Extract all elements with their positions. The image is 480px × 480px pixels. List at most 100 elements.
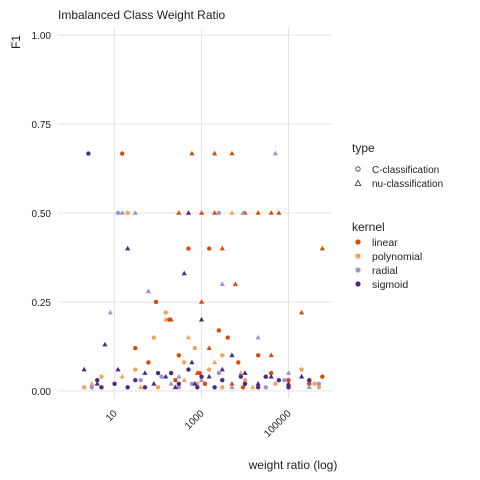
- point-sigmoid-nu: [206, 373, 212, 379]
- point-linear-c: [269, 370, 274, 376]
- point-sigmoid-c: [99, 385, 104, 390]
- point-polynomial-c: [125, 210, 130, 216]
- point-radial-nu: [176, 373, 182, 379]
- point-radial-c: [263, 385, 268, 390]
- point-polynomial-c: [192, 345, 198, 351]
- point-polynomial-nu: [238, 370, 244, 375]
- point-linear-nu: [319, 245, 325, 251]
- point-radial-nu: [229, 384, 235, 390]
- point-sigmoid-c: [286, 385, 291, 390]
- point-sigmoid-c: [176, 381, 182, 386]
- point-sigmoid-c: [133, 378, 138, 383]
- point-polynomial-nu: [185, 334, 192, 340]
- point-polynomial-c: [220, 385, 225, 390]
- point-polynomial-nu: [119, 373, 125, 379]
- point-sigmoid-c: [86, 151, 91, 156]
- point-sigmoid-c: [195, 385, 200, 390]
- point-radial-c: [216, 370, 222, 376]
- point-linear-nu: [229, 150, 235, 156]
- point-sigmoid-nu: [94, 380, 100, 386]
- point-sigmoid-c: [186, 367, 191, 372]
- point-sigmoid-nu: [181, 270, 187, 276]
- legend-linear-label: linear: [372, 237, 398, 249]
- legend-triangle-icon: [354, 179, 362, 186]
- point-polynomial-c: [316, 385, 322, 390]
- legend-sigmoid-label: sigmoid: [372, 279, 408, 291]
- point-linear-nu: [206, 345, 212, 350]
- legend-type-item-c: C-classification: [372, 165, 439, 176]
- point-sigmoid-nu: [242, 370, 248, 375]
- point-sigmoid-c: [95, 378, 100, 383]
- point-sigmoid-c: [142, 385, 148, 390]
- point-sigmoid-c: [255, 385, 261, 390]
- point-sigmoid-c: [168, 370, 174, 376]
- y-tick-label: 0.75: [32, 120, 52, 131]
- point-polynomial-c: [273, 381, 278, 386]
- point-linear-c: [236, 360, 241, 365]
- legend-radial-label: radial: [372, 265, 398, 277]
- point-linear-nu: [168, 316, 174, 322]
- point-linear-c: [153, 299, 159, 305]
- data-points: [81, 150, 325, 390]
- point-radial-c: [282, 378, 287, 383]
- point-radial-c: [176, 385, 182, 390]
- point-sigmoid-nu: [102, 341, 108, 347]
- point-radial-c: [89, 385, 95, 390]
- point-polynomial-nu: [250, 384, 256, 390]
- point-polynomial-nu: [181, 377, 187, 383]
- point-sigmoid-nu: [81, 366, 87, 372]
- point-polynomial-c: [133, 367, 138, 372]
- point-radial-c: [115, 210, 121, 216]
- point-sigmoid-nu: [219, 366, 225, 372]
- legend-sigmoid-swatch: [355, 281, 361, 287]
- point-sigmoid-nu: [255, 380, 261, 386]
- point-linear-nu: [232, 281, 238, 286]
- legend-polynomial-label: polynomial: [372, 251, 422, 263]
- point-polynomial-nu: [163, 316, 169, 322]
- point-sigmoid-nu: [151, 380, 157, 386]
- point-polynomial-nu: [212, 359, 218, 365]
- point-radial-nu: [168, 380, 174, 386]
- legend-circle-icon: [355, 166, 361, 172]
- point-sigmoid-c: [125, 385, 130, 390]
- legend-radial-swatch: [355, 267, 361, 273]
- point-sigmoid-nu: [192, 380, 198, 386]
- point-linear-nu: [229, 380, 235, 386]
- point-radial-nu: [272, 150, 279, 156]
- point-sigmoid-c: [199, 374, 204, 379]
- y-axis-label: F1: [9, 35, 23, 49]
- point-linear-c: [146, 360, 151, 365]
- point-radial-nu: [145, 288, 152, 294]
- point-polynomial-c: [312, 381, 317, 386]
- point-sigmoid-nu: [299, 373, 305, 379]
- point-polynomial-c: [155, 385, 161, 390]
- legend-type-title: type: [352, 141, 375, 155]
- point-radial-c: [159, 374, 164, 379]
- point-linear-c: [225, 335, 230, 340]
- point-polynomial-c: [163, 310, 168, 315]
- point-radial-nu: [132, 210, 138, 215]
- grid: [58, 28, 332, 398]
- point-radial-nu: [240, 210, 246, 215]
- legend-kernel: kernel linear polynomial radial sigmoid: [352, 220, 422, 291]
- point-linear-c: [176, 353, 182, 358]
- point-polynomial-c: [99, 374, 104, 379]
- point-sigmoid-nu: [163, 373, 169, 379]
- point-linear-c: [240, 385, 246, 390]
- legend-polynomial-swatch: [355, 253, 361, 259]
- point-sigmoid-nu: [198, 316, 205, 322]
- point-linear-c: [255, 353, 261, 358]
- point-linear-c: [207, 246, 212, 251]
- chart-title: Imbalanced Class Weight Ratio: [58, 8, 226, 22]
- point-sigmoid-c: [155, 370, 161, 376]
- point-sigmoid-c: [276, 378, 282, 383]
- point-linear-c: [202, 381, 208, 386]
- point-sigmoid-nu: [268, 373, 274, 379]
- point-sigmoid-nu: [115, 366, 121, 372]
- point-sigmoid-c: [238, 374, 244, 379]
- point-sigmoid-nu: [172, 384, 178, 390]
- point-polynomial-c: [220, 353, 225, 358]
- point-radial-c: [316, 381, 322, 386]
- point-radial-nu: [285, 370, 292, 375]
